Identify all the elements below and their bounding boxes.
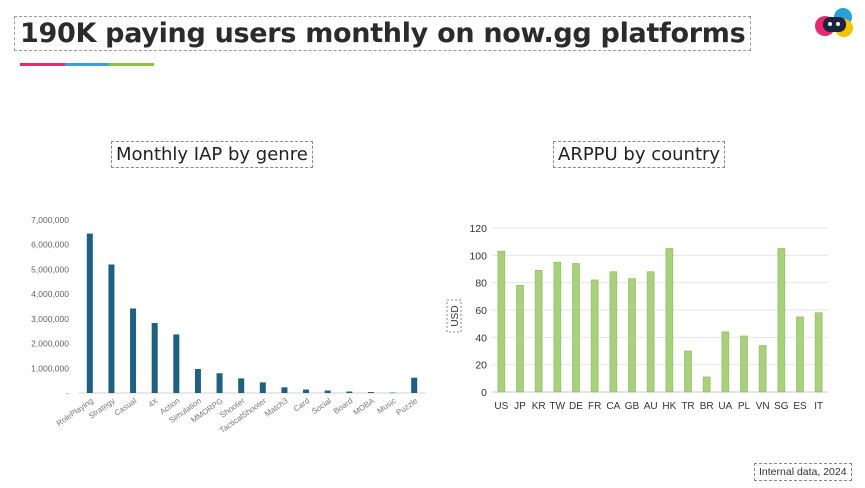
x-tick-label: KR — [532, 401, 546, 412]
x-tick-label: SG — [774, 401, 789, 412]
x-tick-label: TR — [681, 401, 694, 412]
bar-tw — [553, 261, 562, 393]
x-tick-label: DE — [569, 401, 583, 412]
bar-strategy — [108, 264, 115, 393]
x-tick-label: CA — [606, 401, 620, 412]
accent-underline — [20, 63, 155, 66]
x-tick-label: HK — [662, 401, 676, 412]
bar-it — [814, 312, 823, 393]
y-tick-label: - — [66, 388, 69, 398]
x-tick-label: US — [494, 401, 508, 412]
x-tick-label: JP — [514, 401, 526, 412]
country-chart-title: ARPPU by country — [553, 141, 726, 168]
bar-roleplaying — [86, 233, 93, 393]
bar-kr — [534, 270, 543, 393]
genre-chart-title: Monthly IAP by genre — [111, 141, 313, 168]
bar-ca — [609, 271, 618, 393]
bar-simulation — [194, 369, 201, 393]
bar-hk — [665, 248, 674, 393]
bar-tacticalshooter — [259, 382, 266, 393]
bar-music — [389, 392, 396, 394]
y-axis-label: USD — [450, 305, 461, 326]
bar-moba — [367, 392, 374, 393]
bar-es — [796, 316, 804, 393]
accent-segment-green — [109, 63, 155, 66]
bar-shooter — [238, 378, 245, 393]
y-tick-label: 120 — [469, 223, 487, 235]
y-tick-label: 7,000,000 — [31, 215, 69, 225]
page-title: 190K paying users monthly on now.gg plat… — [14, 16, 752, 51]
bar-jp — [516, 285, 524, 393]
bar-casual — [130, 308, 137, 393]
x-tick-label: IT — [814, 401, 823, 412]
x-tick-label: ES — [793, 401, 807, 412]
bar-vn — [758, 345, 767, 393]
x-tick-label: UA — [718, 401, 732, 412]
y-tick-label: 5,000,000 — [31, 264, 69, 274]
bar-us — [497, 250, 506, 393]
y-tick-label: 3,000,000 — [31, 314, 69, 324]
bar-gb — [628, 278, 636, 393]
x-tick-label: GB — [625, 401, 640, 412]
y-tick-label: 4,000,000 — [31, 289, 69, 299]
accent-segment-pink — [20, 63, 65, 66]
footnote: Internal data, 2024 — [754, 463, 852, 481]
bar-pl — [740, 335, 748, 393]
bar-match3 — [281, 387, 288, 393]
x-tick-label: FR — [588, 401, 601, 412]
y-tick-label: 80 — [475, 278, 487, 290]
bar-social — [324, 390, 331, 393]
y-tick-label: 2,000,000 — [31, 339, 69, 349]
bar-fr — [590, 279, 599, 393]
bar-board — [346, 391, 353, 393]
bar-ua — [721, 331, 730, 393]
y-tick-label: 40 — [475, 332, 487, 344]
bar-de — [572, 263, 580, 393]
x-tick-label: BR — [700, 401, 714, 412]
y-tick-label: 1,000,000 — [31, 363, 69, 373]
now-gg-logo-icon — [814, 6, 856, 40]
bar-mmorpg — [216, 373, 223, 393]
y-axis-label-frame — [446, 299, 462, 333]
y-tick-label: 0 — [481, 387, 487, 399]
bar-br — [702, 376, 711, 393]
x-tick-label: AU — [644, 401, 658, 412]
bar-sg — [777, 248, 786, 393]
x-tick-label: PL — [738, 401, 751, 412]
bar-action — [173, 334, 180, 393]
y-tick-label: 60 — [475, 305, 487, 317]
bar-4x — [151, 323, 158, 393]
bar-puzzle — [411, 377, 418, 393]
y-tick-label: 20 — [475, 360, 487, 372]
y-tick-label: 100 — [469, 250, 487, 262]
accent-segment-blue — [64, 63, 110, 66]
bar-au — [646, 271, 655, 393]
y-tick-label: 6,000,000 — [31, 240, 69, 250]
x-tick-label: TW — [550, 401, 566, 412]
bar-card — [303, 389, 310, 393]
x-tick-label: VN — [756, 401, 770, 412]
bar-tr — [684, 350, 692, 393]
